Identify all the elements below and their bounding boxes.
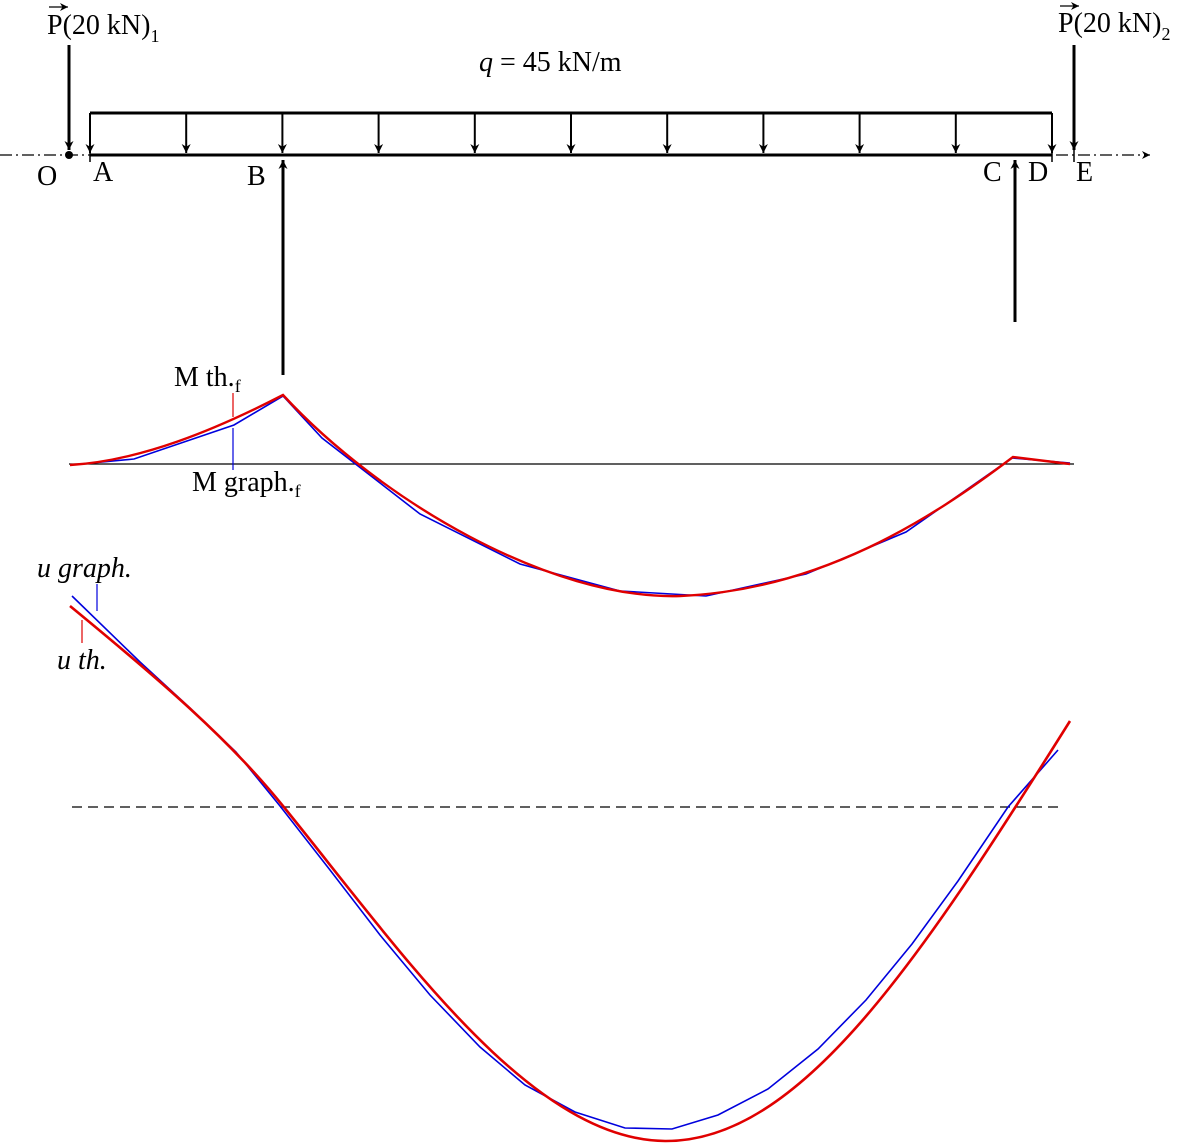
point-load-1-index: 1 [150,26,159,46]
point-o-dot [65,151,73,159]
point-load-1-label: P(20 kN)1 [47,10,159,46]
moment-theory-sub: f [235,376,241,396]
moment-graph-curve [69,394,1071,597]
point-label-a: A [93,157,114,188]
moment-graph-label: M graph.f [192,467,301,501]
point-label-b: B [247,161,266,192]
point-load-2-label: P(20 kN)2 [1058,8,1170,44]
point-label-o: O [37,161,57,192]
deflection-theory-label: u th. [57,645,107,676]
point-label-d: D [1028,157,1048,188]
point-load-2-prefix: P [1058,8,1074,39]
moment-theory-label: M th.f [174,362,241,396]
moment-graph-sub: f [295,481,301,501]
distributed-load-symbol: q [479,47,493,78]
point-load-1-prefix: P [47,10,63,41]
distributed-load-rest: = 45 kN/m [493,47,622,78]
point-label-c: C [983,157,1002,188]
point-label-e: E [1076,157,1093,188]
moment-theory-main: M th. [174,362,235,393]
deflection-graph-label: u graph. [37,553,132,584]
deflection-graph-curve [71,595,1059,1130]
point-load-1-value: (20 kN) [63,10,151,41]
distributed-load-arrows [85,113,1057,153]
deflection-theory-curve [69,604,1072,1143]
distributed-load-label: q = 45 kN/m [479,47,622,78]
moment-graph-main: M graph. [192,467,295,498]
point-load-2-index: 2 [1161,24,1170,44]
point-load-2-value: (20 kN) [1074,8,1162,39]
moment-theory-curve [69,393,1071,598]
